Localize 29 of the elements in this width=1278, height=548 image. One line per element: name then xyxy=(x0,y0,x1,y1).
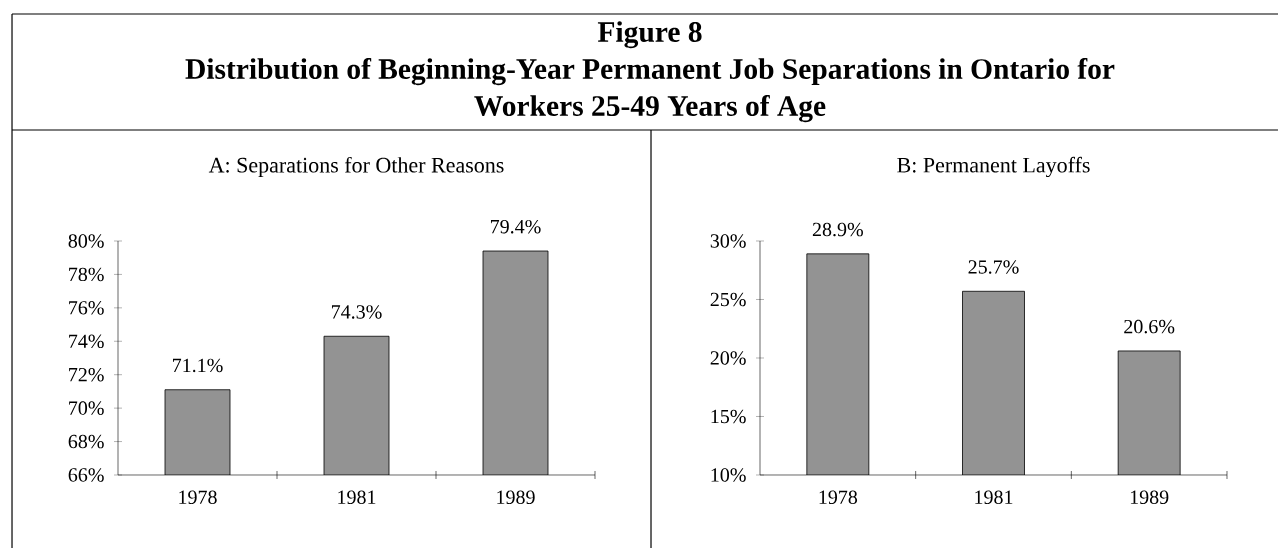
y-tick-label: 74% xyxy=(69,334,104,349)
chart-title: A: Separations for Other Reasons xyxy=(208,156,504,178)
y-tick-label: 72% xyxy=(69,367,104,382)
y-tick-label: 68% xyxy=(68,434,104,449)
y-tick-label: 76% xyxy=(69,301,104,315)
y-tick-label: 66% xyxy=(68,468,104,482)
data-label: 25.7% xyxy=(968,260,1019,274)
data-label: 74.3% xyxy=(332,305,382,319)
x-tick-label: 1981 xyxy=(975,490,1013,505)
y-tick-label: 15% xyxy=(711,409,746,424)
x-tick-label: 1989 xyxy=(1130,490,1169,505)
data-label: 28.9% xyxy=(812,222,863,237)
y-tick-label: 70% xyxy=(69,401,104,415)
text: Distribution of Beginning-Year Permanent Job Separations in Ontario for Workers 25-49 Years of Age xyxy=(185,57,1115,123)
chart-title: B: Permanent Layoffs xyxy=(897,156,1090,178)
data-label: 79.4% xyxy=(490,219,541,234)
y-tick-label: 25% xyxy=(710,292,746,307)
y-tick-label: 20% xyxy=(710,351,746,365)
y-tick-label: 78% xyxy=(69,267,104,282)
y-tick-label: 30% xyxy=(710,234,746,248)
x-tick-label: 1981 xyxy=(338,490,376,505)
y-tick-label: 80% xyxy=(68,234,104,248)
x-tick-label: 1978 xyxy=(819,490,858,505)
y-tick-label: 10% xyxy=(711,468,746,482)
data-label: 20.6% xyxy=(1124,319,1175,334)
x-tick-label: 1989 xyxy=(497,490,535,505)
x-tick-label: 1978 xyxy=(179,490,217,505)
data-label: 71.1% xyxy=(173,358,223,373)
text: Figure 8 xyxy=(597,21,702,49)
